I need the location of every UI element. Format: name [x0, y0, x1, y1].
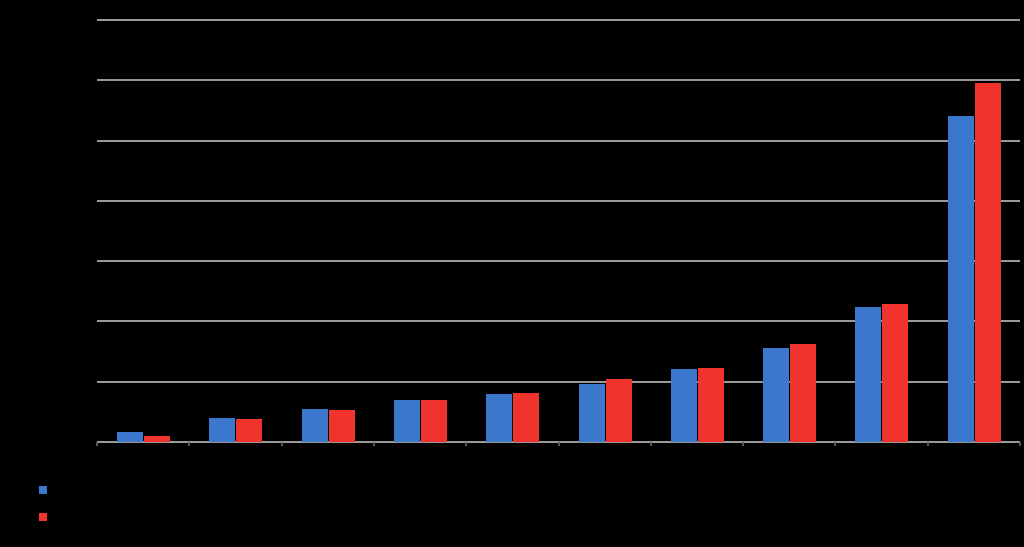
x-axis-tick	[96, 442, 98, 446]
bar-series1-cat6	[579, 384, 605, 442]
bar-series1-cat1	[117, 432, 143, 442]
bar-series1-cat10	[948, 116, 974, 442]
x-axis-tick	[558, 442, 560, 446]
x-axis-tick	[927, 442, 929, 446]
bar-series1-cat7	[671, 369, 697, 442]
bar-series2-cat7	[698, 368, 724, 442]
bar-series2-cat1	[144, 436, 170, 442]
gridline	[97, 200, 1020, 202]
x-axis-tick	[742, 442, 744, 446]
bar-series1-cat8	[763, 348, 789, 442]
bar-series1-cat3	[302, 409, 328, 442]
legend-item-series2	[39, 513, 55, 521]
bar-series2-cat4	[421, 400, 447, 442]
bar-series2-cat8	[790, 344, 816, 442]
bar-chart	[0, 0, 1024, 547]
bar-series2-cat5	[513, 393, 539, 442]
gridline	[97, 79, 1020, 81]
bar-series2-cat2	[236, 419, 262, 442]
x-axis-tick	[373, 442, 375, 446]
legend-swatch-series2	[39, 513, 47, 521]
x-axis-tick	[188, 442, 190, 446]
plot-area	[97, 20, 1020, 442]
legend-swatch-series1	[39, 486, 47, 494]
bar-series1-cat4	[394, 400, 420, 442]
bar-series1-cat5	[486, 394, 512, 442]
gridline	[97, 19, 1020, 21]
legend-item-series1	[39, 486, 55, 494]
gridline	[97, 260, 1020, 262]
x-axis-tick	[281, 442, 283, 446]
bar-series1-cat2	[209, 418, 235, 442]
bar-series2-cat3	[329, 410, 355, 442]
bar-series2-cat6	[606, 379, 632, 442]
bar-series2-cat10	[975, 83, 1001, 442]
gridline	[97, 140, 1020, 142]
x-axis-tick	[465, 442, 467, 446]
x-axis-tick	[1019, 442, 1021, 446]
bar-series2-cat9	[882, 304, 908, 442]
legend	[39, 486, 55, 540]
bar-series1-cat9	[855, 307, 881, 442]
x-axis-tick	[650, 442, 652, 446]
x-axis-tick	[834, 442, 836, 446]
